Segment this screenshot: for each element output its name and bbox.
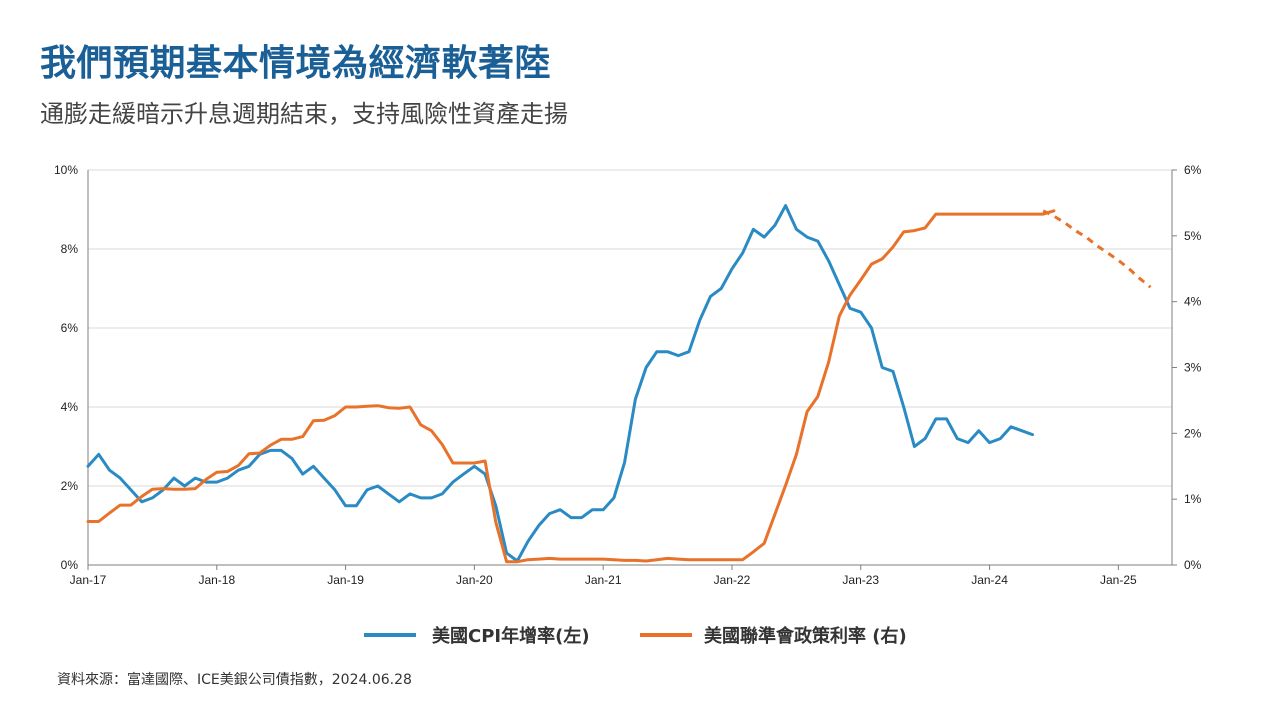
- left-tick-label: 10%: [54, 163, 78, 177]
- right-tick-label: 5%: [1184, 229, 1202, 243]
- left-tick-label: 4%: [61, 400, 79, 414]
- x-tick-label: Jan-20: [456, 573, 493, 587]
- left-tick-label: 2%: [61, 479, 79, 493]
- x-tick-label: Jan-24: [971, 573, 1008, 587]
- series-line-fed-rate: [86, 209, 1056, 564]
- legend: 美國CPI年增率(左) 美國聯準會政策利率 (右): [364, 625, 907, 647]
- x-tick-label: Jan-23: [842, 573, 879, 587]
- right-tick-label: 3%: [1184, 361, 1202, 375]
- legend-label-cpi: 美國CPI年增率(左): [432, 625, 590, 647]
- legend-label-fed-rate: 美國聯準會政策利率 (右): [704, 625, 907, 647]
- x-tick-label: Jan-21: [585, 573, 622, 587]
- axes: [87, 170, 1173, 566]
- right-axis-ticks: 0% 1% 2% 3% 4% 5% 6%: [1172, 163, 1202, 572]
- chart-subtitle: 通膨走緩暗示升息週期結束，支持風險性資產走揚: [40, 100, 568, 128]
- series-line-fed-rate-projection: [1042, 209, 1152, 289]
- source-note: 資料來源：富達國際、ICE美銀公司債指數，2024.06.28: [57, 672, 412, 688]
- x-axis-ticks: Jan-17 Jan-18 Jan-19 Jan-20 Jan-21 Jan-22 Jan-…: [70, 565, 1137, 587]
- right-tick-label: 2%: [1184, 426, 1202, 440]
- x-tick-label: Jan-17: [70, 573, 107, 587]
- series-lines: [86, 204, 1152, 564]
- left-tick-label: 6%: [61, 321, 79, 335]
- x-tick-label: Jan-22: [714, 573, 751, 587]
- gridlines: [88, 169, 1172, 487]
- right-tick-label: 4%: [1184, 295, 1202, 309]
- right-tick-label: 0%: [1184, 558, 1202, 572]
- left-tick-label: 0%: [61, 558, 79, 572]
- series-line-cpi: [86, 204, 1034, 563]
- x-tick-label: Jan-18: [198, 573, 235, 587]
- left-axis-ticks: 0% 2% 4% 6% 8% 10%: [54, 163, 78, 572]
- right-tick-label: 6%: [1184, 163, 1202, 177]
- x-tick-label: Jan-19: [327, 573, 364, 587]
- right-tick-label: 1%: [1184, 492, 1202, 506]
- left-tick-label: 8%: [61, 242, 79, 256]
- chart-title: 我們預期基本情境為經濟軟著陸: [40, 43, 552, 84]
- x-tick-label: Jan-25: [1100, 573, 1137, 587]
